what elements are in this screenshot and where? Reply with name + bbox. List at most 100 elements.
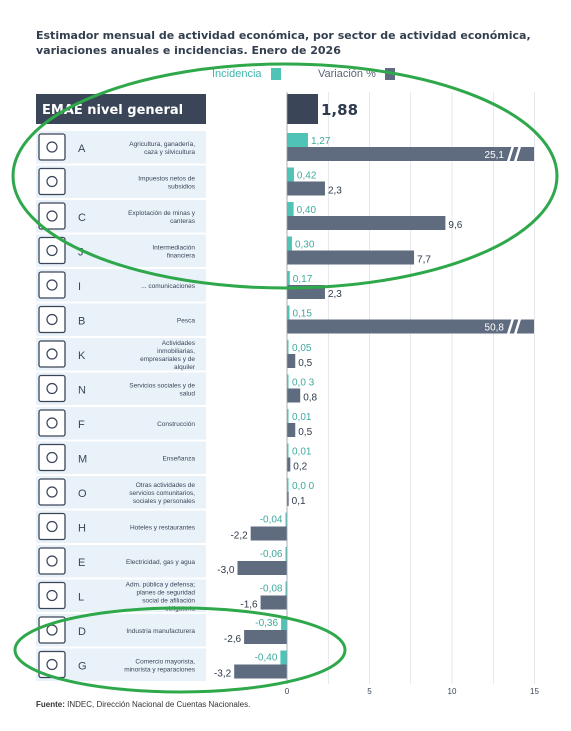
tractor-icon: [38, 133, 66, 161]
shopping-cart-icon-glyph: [46, 658, 58, 671]
sector-name-line: Impuestos netos de: [138, 175, 195, 182]
axis-break-mark: [506, 145, 515, 163]
incidence-label: 0,01: [292, 447, 312, 458]
variation-bar: [250, 526, 287, 541]
incidence-bar: [281, 616, 287, 630]
incidence-bar: [287, 167, 294, 182]
general-bar: [287, 94, 318, 124]
axis-break-mark: [513, 145, 522, 163]
sector-name-line: Enseñanza: [162, 455, 195, 462]
variation-label: -2,2: [230, 531, 248, 542]
sector-name-line: Agricultura, ganadería,: [129, 141, 195, 148]
sector-name-line: Pesca: [177, 317, 195, 324]
variation-bar: [287, 354, 296, 368]
sector-code: I: [78, 281, 81, 293]
incidence-bar: [280, 650, 287, 665]
legend-item-incidence: Incidencia: [212, 68, 281, 81]
highlight-ellipse-bottom: [13, 606, 347, 694]
sector-name-line: Comercio mayorista,: [135, 658, 195, 665]
sector-name-line: Industria manufacturera: [126, 628, 195, 635]
variation-bar: [287, 457, 291, 472]
sector-name-line: empresariales y de: [140, 356, 195, 363]
incidence-bar: [287, 271, 290, 285]
sector-name-line: canteras: [170, 218, 196, 225]
sector-name-line: Explotación de minas y: [128, 210, 196, 217]
variation-label: -3,2: [214, 669, 232, 680]
variation-label: -1,6: [240, 600, 258, 611]
sector-code: J: [78, 247, 84, 259]
sector-code: G: [78, 661, 87, 673]
sector-code: H: [78, 523, 86, 535]
variation-label: 0,5: [298, 427, 312, 438]
chart-title-line-2: variaciones anuales e incidencias. Enero…: [36, 44, 341, 57]
incidence-bar: [285, 512, 287, 527]
incidence-bar: [285, 547, 287, 561]
variation-label: 0,8: [303, 393, 317, 404]
tractor-icon-glyph: [46, 141, 58, 153]
source-label: Fuente:: [36, 700, 65, 709]
community-services-icon: [38, 478, 66, 506]
sector-name-line: Intermediación: [152, 244, 195, 251]
sector-name-line: ... comunicaciones: [141, 283, 196, 290]
legend-swatch-incidence: [270, 68, 281, 81]
incidence-bar: [285, 581, 287, 596]
sector-name-line: Otras actividades de: [136, 482, 196, 489]
variation-label: 7,7: [417, 255, 431, 266]
variation-label: 2,3: [328, 289, 342, 300]
axis-break-mark: [506, 318, 515, 335]
health-cross-icon-glyph: [46, 382, 58, 395]
incidence-label: -0,08: [260, 584, 283, 595]
incidence-label: -0,40: [255, 653, 278, 664]
variation-label: 0,1: [292, 496, 306, 507]
variation-bar: [287, 388, 301, 403]
sector-name-line: salud: [179, 390, 195, 397]
sector-code: D: [78, 626, 86, 638]
variation-label: 25,1: [485, 150, 505, 161]
legend-label-variation: Variación %: [318, 68, 376, 81]
variation-bar: [287, 492, 289, 506]
variation-label: 0,2: [293, 462, 307, 473]
sector-code: B: [78, 316, 85, 328]
sector-name-line: subsidios: [168, 183, 196, 190]
cutlery-icon-glyph: [46, 520, 58, 533]
variation-bar: [260, 595, 287, 610]
legend-label-incidence: Incidencia: [212, 68, 262, 81]
variation-label: -2,6: [224, 634, 242, 645]
source-text: INDEC, Dirección Nacional de Cuentas Nac…: [67, 700, 251, 709]
general-value-label: 1,88: [321, 101, 358, 119]
sector-name-line: Hoteles y restaurantes: [130, 524, 196, 531]
sector-name-line: alquiler: [174, 364, 196, 371]
transport-communications-icon: [38, 271, 66, 299]
sector-name-line: Servicios sociales y de: [129, 382, 195, 389]
real-estate-monitor-icon-glyph: [46, 348, 58, 360]
sector-code: A: [78, 143, 86, 155]
public-building-icon-glyph: [46, 589, 58, 602]
incidence-label: 0,0 3: [292, 378, 315, 389]
book-icon: [38, 443, 66, 472]
sector-name-line: Construcción: [157, 421, 195, 428]
incidence-bar: [287, 443, 289, 458]
variation-bar: [237, 561, 287, 575]
construction-icon: [38, 409, 66, 437]
incidence-label: 0,17: [293, 274, 313, 285]
sector-name-line: caza y silvicultura: [144, 149, 195, 156]
incidence-label: 0,42: [297, 171, 317, 182]
sector-code: N: [78, 385, 86, 397]
variation-bar: [287, 216, 446, 230]
sector-code: L: [78, 592, 84, 604]
incidence-label: -0,04: [260, 515, 283, 526]
source-note: Fuente: INDEC, Dirección Nacional de Cue…: [36, 700, 250, 709]
sector-code: O: [78, 488, 87, 500]
community-services-icon-glyph: [46, 486, 58, 498]
x-tick-label: 15: [530, 687, 539, 696]
incidence-bar: [287, 133, 308, 147]
sector-name-line: servicios comunitarios,: [129, 490, 195, 497]
fish-icon: [38, 305, 66, 334]
real-estate-monitor-icon: [38, 340, 66, 368]
chart-title-line-1: Estimador mensual de actividad económica…: [36, 29, 531, 42]
variation-bar: [287, 181, 325, 196]
incidence-label: 0,0 0: [292, 481, 315, 492]
sector-name-line: minorista y reparaciones: [124, 666, 196, 673]
variation-label: 2,3: [328, 186, 342, 197]
